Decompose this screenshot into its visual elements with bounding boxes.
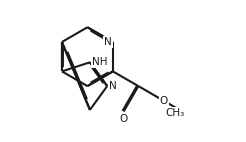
Text: O: O [120, 114, 128, 124]
Text: N: N [104, 37, 111, 47]
Text: NH: NH [92, 57, 107, 67]
Text: CH₃: CH₃ [166, 108, 185, 118]
Text: N: N [109, 81, 116, 91]
Text: O: O [160, 96, 168, 106]
